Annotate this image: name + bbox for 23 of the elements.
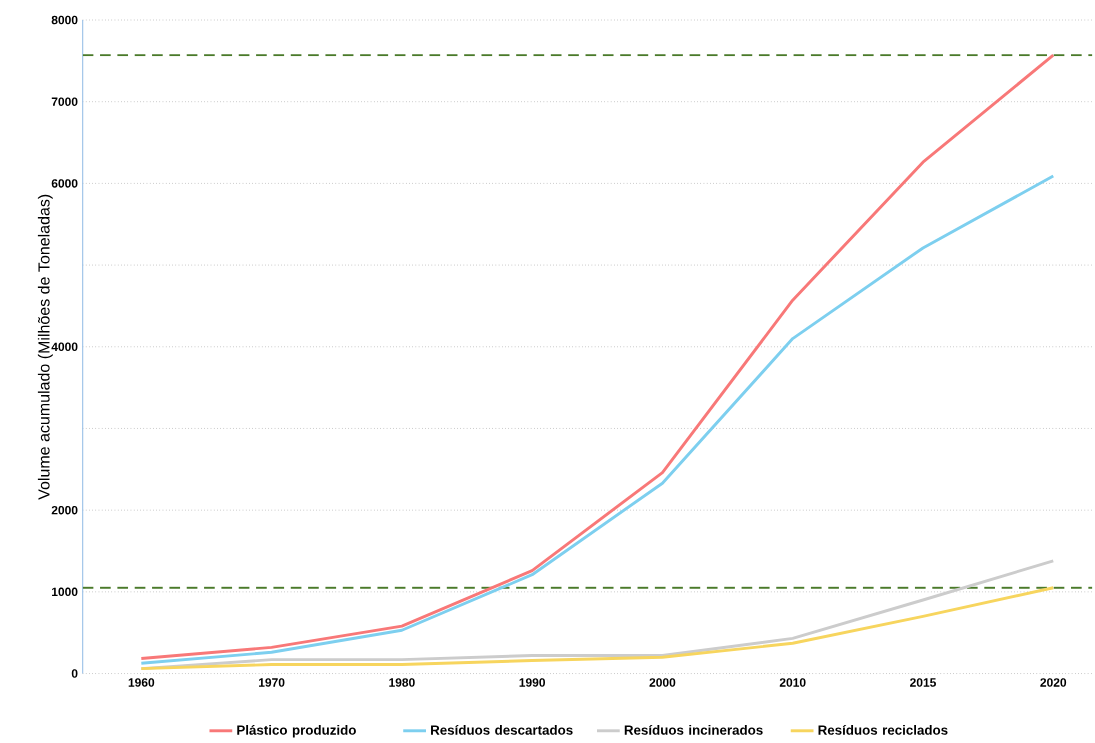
line-series [139,174,1055,665]
y-tick-label: 6000 [51,179,78,188]
y-axis-title: Volume acumulado (Milhões de Toneladas) [37,194,53,500]
line-series [139,586,1055,671]
x-tick-label: 1970 [259,678,285,687]
y-tick-label: 2000 [51,505,78,515]
y-tick-label: 4000 [51,342,78,352]
y-tick-label: 1000 [52,587,78,597]
legend-label: Resíduos descartados [431,724,573,735]
legend-label: Plástico produzido [237,724,356,738]
y-tick-label: 0 [71,669,78,678]
x-tick-label: 2015 [910,678,936,687]
x-tick-label: 1980 [389,678,415,687]
x-tick-label: 2020 [1040,678,1067,687]
y-tick-label: 7000 [51,97,78,107]
line-series [139,53,1055,660]
x-tick-label: 2010 [779,678,806,687]
x-tick-label: 1990 [519,678,546,687]
x-tick-label: 1960 [128,678,155,687]
y-tick-label: 8000 [51,15,78,25]
x-tick-label: 2000 [649,678,676,687]
legend-label: Resíduos reciclados [818,724,948,735]
legend-label: Resíduos incinerados [624,724,763,735]
